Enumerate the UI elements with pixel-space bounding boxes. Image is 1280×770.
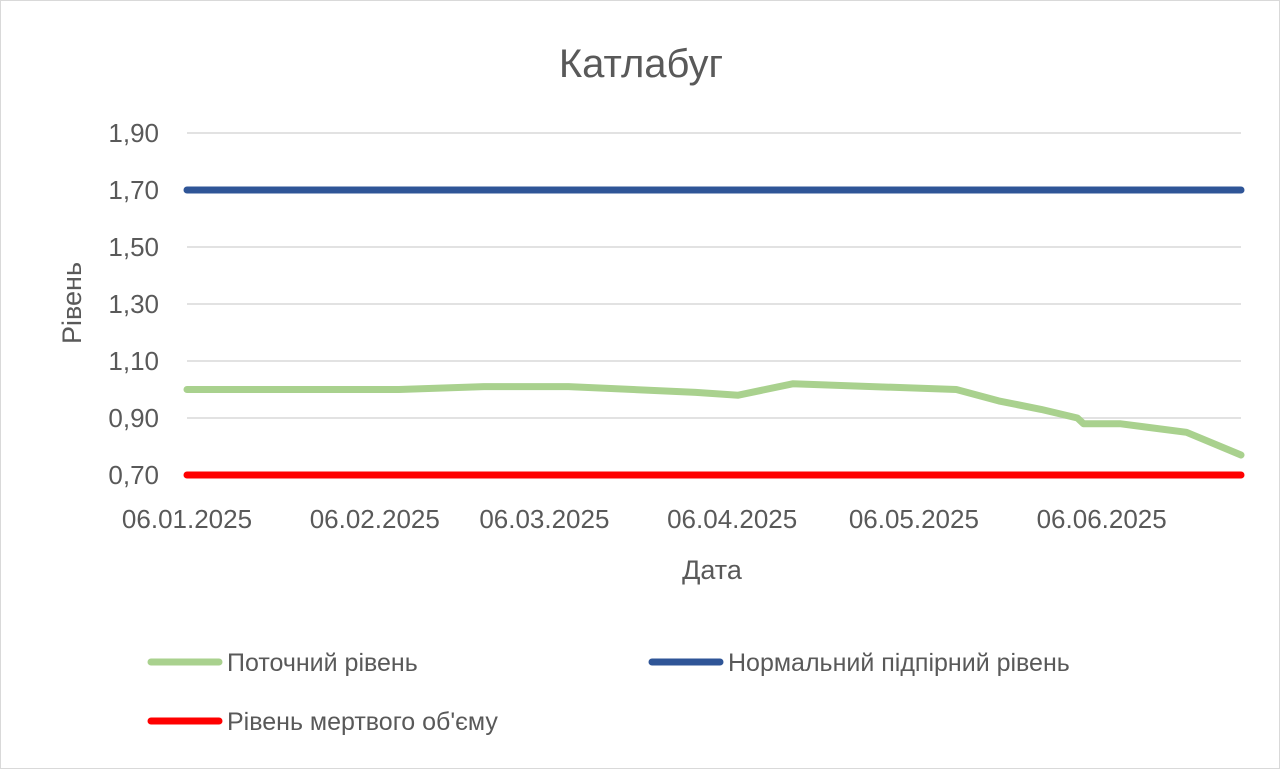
legend: Поточний рівень Нормальний підпірний рів…: [147, 649, 1070, 736]
chart-title: Катлабуг: [559, 42, 723, 86]
x-axis-title: Дата: [682, 555, 743, 585]
x-tick-label: 06.02.2025: [310, 504, 440, 534]
x-tick-label: 06.05.2025: [849, 504, 979, 534]
x-tick-label: 06.04.2025: [667, 504, 797, 534]
y-axis-title: Рівень: [57, 262, 87, 344]
legend-label-dead-volume-level: Рівень мертвого об'єму: [227, 708, 498, 736]
y-tick-label: 0,70: [108, 460, 159, 490]
x-tick-label: 06.06.2025: [1037, 504, 1167, 534]
y-tick-label: 0,90: [108, 403, 159, 433]
x-tick-label: 06.01.2025: [122, 504, 252, 534]
y-tick-label: 1,90: [108, 118, 159, 148]
y-tick-label: 1,10: [108, 346, 159, 376]
legend-label-current-level: Поточний рівень: [227, 649, 418, 677]
legend-label-normal-level: Нормальний підпірний рівень: [728, 649, 1070, 677]
x-tick-labels: 06.01.2025 06.02.2025 06.03.2025 06.04.2025…: [122, 504, 1167, 534]
series-current-level-line: [183, 380, 1245, 459]
y-tick-label: 1,30: [108, 289, 159, 319]
series-lines: [183, 186, 1245, 479]
y-tick-labels: 0,70 0,90 1,10 1,30 1,50 1,70 1,90: [108, 118, 159, 490]
y-tick-label: 1,70: [108, 175, 159, 205]
y-tick-label: 1,50: [108, 232, 159, 262]
x-tick-label: 06.03.2025: [479, 504, 609, 534]
